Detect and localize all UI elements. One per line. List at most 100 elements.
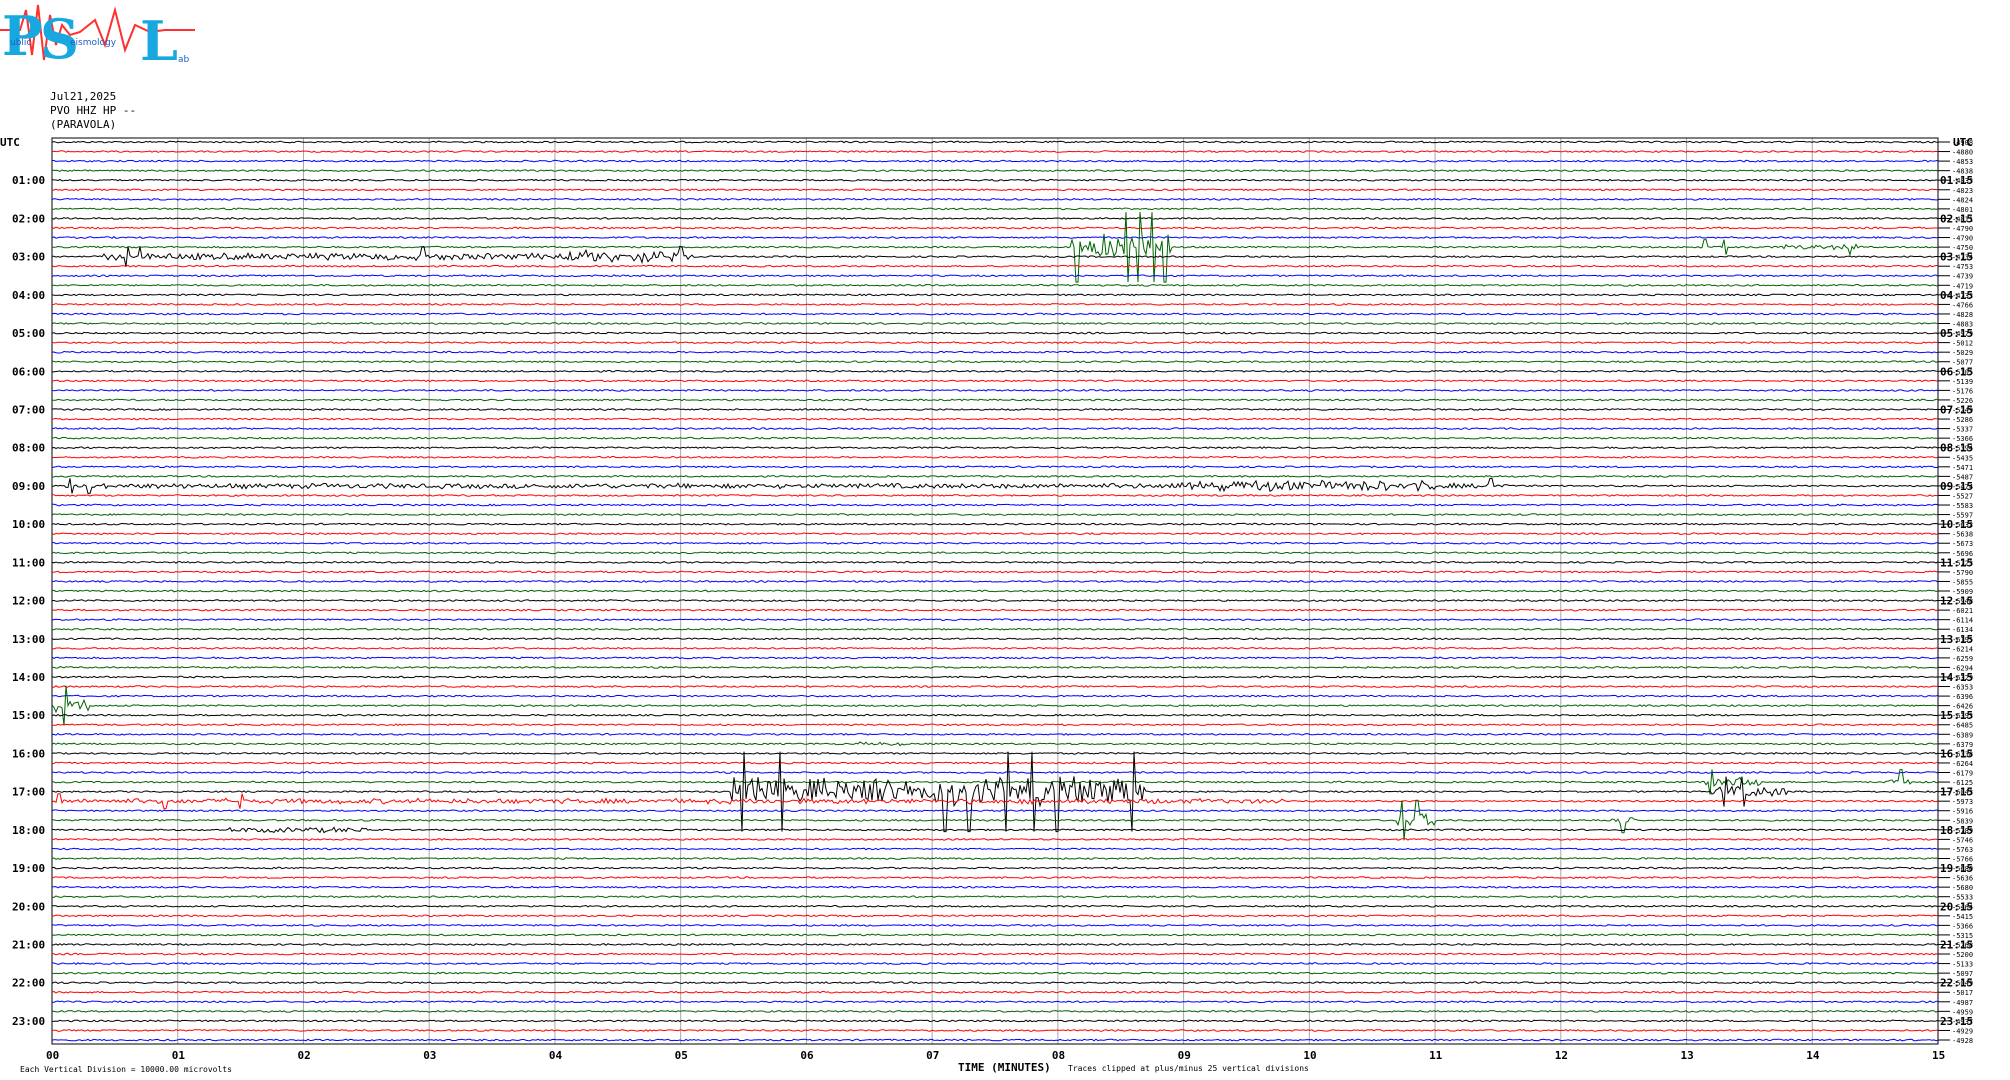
trace-offset-label: -5249	[1952, 406, 1973, 414]
seismic-trace	[51, 914, 1939, 918]
right-hour-label: 20:15	[1940, 900, 1973, 913]
trace-offset-label: -6179	[1952, 770, 1973, 778]
seismic-trace	[51, 741, 1939, 747]
seismic-trace	[51, 560, 1939, 564]
trace-offset-label: -4790	[1952, 225, 1973, 233]
seismic-trace	[51, 388, 1939, 392]
left-hour-label: 01:00	[12, 174, 45, 187]
trace-offset-label: -4753	[1952, 263, 1973, 271]
x-tick-label: 02	[297, 1049, 310, 1062]
trace-offset-label: -4928	[1952, 1037, 1973, 1045]
trace-offset-label: -5680	[1952, 865, 1973, 873]
trace-offset-label: -4766	[1952, 301, 1973, 309]
date-label: Jul21,2025	[50, 90, 117, 103]
trace-offset-label: -5638	[1952, 531, 1973, 539]
seismic-trace	[51, 427, 1939, 431]
seismic-trace	[51, 178, 1938, 182]
seismic-trace	[51, 713, 1939, 717]
seismic-trace	[51, 541, 1939, 545]
seismic-trace	[51, 675, 1939, 679]
seismic-trace	[51, 656, 1939, 660]
trace-offset-label: -4929	[1952, 1027, 1973, 1035]
trace-offset-label: -5673	[1952, 540, 1973, 548]
trace-offset-label: -5487	[1952, 473, 1973, 481]
seismic-trace	[51, 608, 1939, 612]
seismic-trace	[52, 369, 1939, 373]
seismic-trace	[51, 646, 1939, 650]
seismic-trace	[51, 216, 1939, 220]
logo-word-1: ublic	[10, 38, 31, 48]
left-utc-label: UTC	[0, 136, 20, 149]
seismic-trace	[51, 981, 1939, 985]
logo-letter-s: S	[40, 7, 79, 71]
seismic-trace	[51, 923, 1939, 927]
trace-offset-label: -5366	[1952, 922, 1973, 930]
seismic-trace	[51, 140, 1939, 144]
trace-offset-label: -6329	[1952, 674, 1973, 682]
trace-offset-label: -4739	[1952, 273, 1973, 281]
seismic-trace	[51, 751, 1939, 755]
trace-offset-label: -5583	[1952, 502, 1973, 510]
right-hour-label: 01:15	[1940, 174, 1973, 187]
trace-offset-label: -5366	[1952, 435, 1973, 443]
seismic-trace	[52, 188, 1939, 192]
trace-offset-label: -5012	[1952, 340, 1973, 348]
seismic-trace	[51, 769, 1938, 795]
seismic-trace	[52, 904, 1939, 908]
trace-offset-label: -6043	[1952, 789, 1973, 797]
trace-offset-label: -5105	[1952, 368, 1973, 376]
seismic-trace	[51, 532, 1939, 536]
seismic-trace	[51, 312, 1939, 316]
trace-offset-label: -4750	[1952, 244, 1973, 252]
trace-offset-label: -4987	[1952, 999, 1973, 1007]
seismic-trace	[51, 513, 1939, 516]
trace-offset-label: -6214	[1952, 645, 1973, 653]
right-hour-label: 11:15	[1940, 556, 1973, 569]
trace-offset-label: -6389	[1952, 731, 1973, 739]
seismic-trace	[52, 246, 1938, 267]
seismic-trace	[51, 293, 1939, 297]
trace-offset-label: -5527	[1952, 492, 1973, 500]
x-tick-label: 15	[1932, 1049, 1945, 1062]
trace-offset-label: -4937	[1952, 1018, 1973, 1026]
left-hour-label: 19:00	[12, 862, 45, 875]
right-hour-label: 02:15	[1940, 212, 1973, 225]
right-hour-label: 17:15	[1940, 786, 1973, 799]
trace-offset-label: -5680	[1952, 884, 1973, 892]
logo-word-2: eismology	[70, 38, 117, 48]
trace-offset-label: -5097	[1952, 970, 1973, 978]
psl-logo: P ublic S eismology L ab	[0, 0, 200, 72]
left-hour-label: 11:00	[12, 556, 45, 569]
trace-offset-label: -5029	[1952, 349, 1973, 357]
left-hour-label: 04:00	[12, 289, 45, 302]
trace-offset-label: -6379	[1952, 741, 1973, 749]
seismic-trace	[51, 398, 1939, 402]
seismic-trace	[51, 895, 1939, 899]
trace-offset-label: -5948	[1952, 598, 1973, 606]
x-tick-label: 07	[926, 1049, 939, 1062]
x-axis-title: TIME (MINUTES)	[958, 1061, 1051, 1074]
seismic-trace	[51, 857, 1939, 860]
seismic-trace	[51, 809, 1939, 813]
x-tick-label: 04	[549, 1049, 563, 1062]
trace-offset-label: -4880	[1952, 149, 1973, 157]
x-tick-label: 14	[1806, 1049, 1820, 1062]
seismic-trace	[51, 1009, 1939, 1013]
trace-offset-label: -5839	[1952, 817, 1973, 825]
seismic-trace	[51, 666, 1939, 669]
x-tick-label: 13	[1681, 1049, 1694, 1062]
seismic-trace	[52, 212, 1939, 283]
right-hour-label: 14:15	[1940, 671, 1973, 684]
right-hour-label: 22:15	[1940, 977, 1973, 990]
trace-offset-label: -5973	[1952, 798, 1973, 806]
seismic-trace	[51, 1038, 1939, 1042]
right-hour-label: 08:15	[1940, 442, 1973, 455]
seismic-trace	[51, 207, 1939, 211]
trace-offset-label: -5017	[1952, 989, 1973, 997]
right-hour-label: 07:15	[1940, 403, 1973, 416]
trace-offset-label: -5723	[1952, 559, 1973, 567]
right-hour-label: 03:15	[1940, 251, 1973, 264]
left-hour-label: 05:00	[12, 327, 45, 340]
trace-offset-label: -5049	[1952, 980, 1973, 988]
seismic-trace	[51, 751, 1939, 833]
